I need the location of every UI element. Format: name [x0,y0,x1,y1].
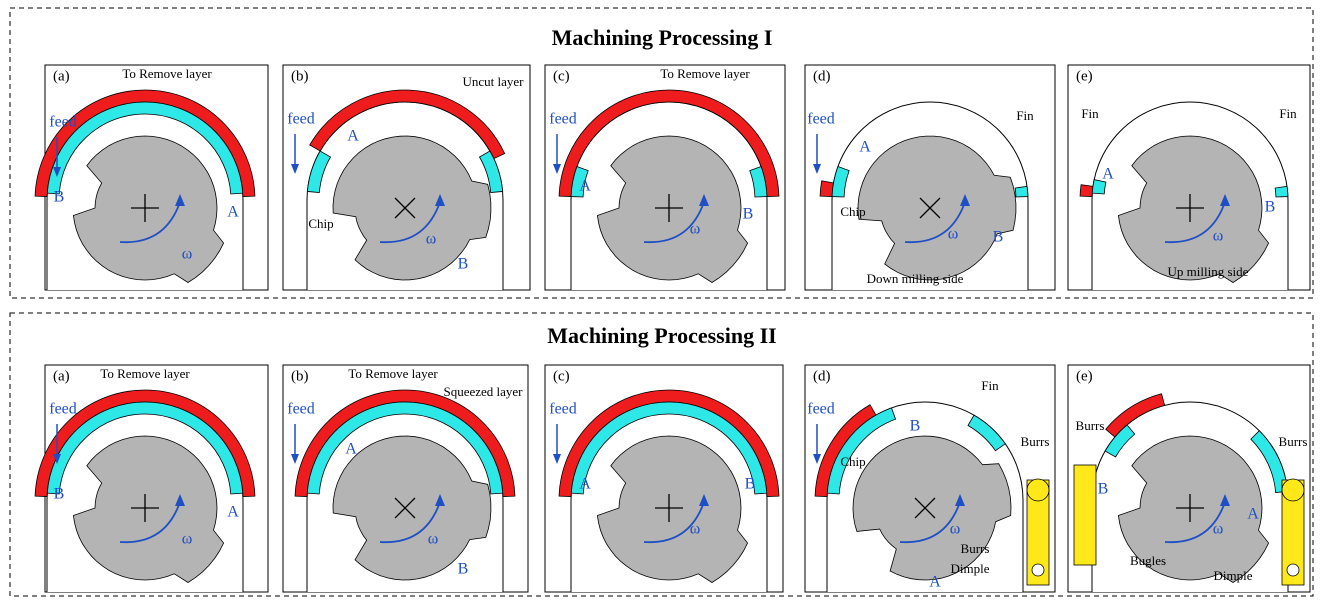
blue-label: feed [549,401,577,418]
figure: Machining Processing I Machining Process… [0,0,1323,600]
burr [1027,479,1049,501]
blue-label: ω [948,226,959,243]
annotation: Bugles [1130,553,1166,568]
panel: (d) feed Fin B Chip Burrs Burrs Dimple ω A [805,365,1055,592]
blue-label: ω [428,531,439,548]
blue-label: feed [287,401,315,418]
annotation: To Remove layer [100,366,190,381]
dimple [1032,564,1044,576]
page: Machining Processing I Machining Process… [0,0,1323,605]
blue-label: ω [950,521,961,538]
blue-label: ω [690,521,701,538]
annotation: Fin [981,378,999,393]
section-title: Machining Processing I [552,25,773,50]
panel-label: (e) [1076,68,1093,84]
blue-label: ω [1213,228,1224,245]
dimple [1287,564,1299,576]
panel-label: (b) [291,368,309,384]
panel-label: (c) [553,68,570,84]
panel: (d) feed A Fin Chip Bω Down milling side [805,65,1055,290]
blue-label: B [745,476,756,493]
annotation: Burrs [1076,418,1105,433]
blue-label: feed [807,111,835,128]
blue-label: A [227,504,239,521]
layer [1015,186,1028,197]
panel-label: (a) [53,68,70,84]
panel: (a) To Remove layer feed B Aω [35,65,268,290]
blue-label: A [345,441,357,458]
annotation: Uncut layer [462,74,524,89]
annotation: Dimple [1214,568,1253,583]
blue-label: A [859,139,871,156]
blue-label: ω [690,221,701,238]
panel: (b) Uncut layer feed A Chip Bω [283,65,530,290]
blue-label: feed [49,114,77,131]
annotation: Chip [840,204,865,219]
blue-label: B [54,486,65,503]
blue-label: ω [182,531,193,548]
annotation: Burrs [961,541,990,556]
blue-label: feed [49,401,77,418]
blue-label: B [993,229,1004,246]
blue-label: A [227,204,239,221]
blue-label: A [1102,166,1114,183]
panel: (e) Fin Fin A Bω Up milling side [1068,65,1310,290]
blue-label: ω [1213,521,1224,538]
annotation: To Remove layer [660,66,750,81]
panel: (b) To Remove layer Squeezed layer feed A Bω [283,365,528,592]
annotation: Fin [1016,108,1034,123]
annotation: Dimple [951,561,990,576]
annotation: Burrs [1021,434,1050,449]
panel: (c) feed A Bω [545,365,783,592]
annotation: Fin [1081,106,1099,121]
layer [1080,185,1093,197]
panel-label: (c) [553,368,570,384]
panel-label: (a) [53,368,70,384]
panel: (c) To Remove layer feed A Bω [545,65,785,290]
panel-label: (d) [813,68,831,84]
annotation: Squeezed layer [443,384,523,399]
annotation: Chip [308,216,333,231]
blue-label: ω [182,246,193,263]
blue-label: feed [807,401,835,418]
blue-label: ω [426,231,437,248]
blue-label: A [579,476,591,493]
panel-label: (e) [1076,368,1093,384]
blue-label: A [347,128,359,145]
blue-label: B [1098,481,1109,498]
panel-label: (b) [291,68,309,84]
section-title: Machining Processing II [547,323,776,348]
annotation: To Remove layer [122,66,212,81]
annotation: Up milling side [1168,264,1249,279]
blue-label: A [929,574,941,591]
annotation: Down milling side [867,271,964,286]
annotation: To Remove layer [348,366,438,381]
burr [1282,479,1304,501]
blue-label: B [1265,199,1276,216]
blue-label: feed [549,111,577,128]
blue-label: B [743,206,754,223]
blue-label: A [1247,506,1259,523]
blue-label: B [458,561,469,578]
annotation: Fin [1279,106,1297,121]
panel-label: (d) [813,368,831,384]
panel: (a) To Remove layer feed B Aω [35,365,268,592]
blue-label: B [910,418,921,435]
panel: (e) Burrs Burrs B A Bugles Dimple ω [1068,365,1310,592]
blue-label: B [54,189,65,206]
annotation: Burrs [1279,434,1308,449]
bugles [1074,465,1096,565]
layer [1275,186,1288,197]
blue-label: B [458,256,469,273]
blue-label: feed [287,111,315,128]
annotation: Chip [840,454,865,469]
blue-label: A [579,178,591,195]
layer [820,181,833,197]
